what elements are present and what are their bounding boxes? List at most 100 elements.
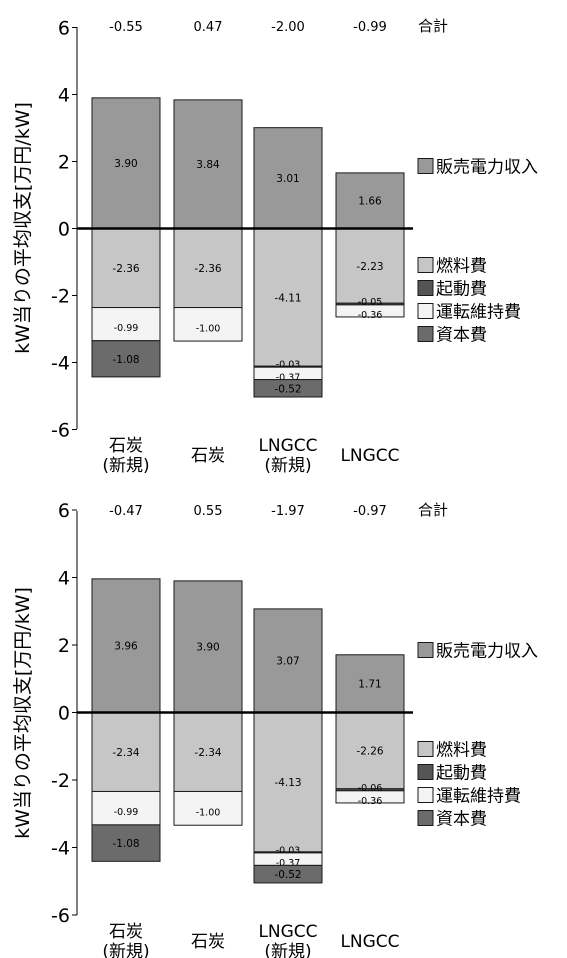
total-value-label: -1.97 [271, 504, 305, 519]
category-label: 石炭 [109, 436, 143, 456]
legend-swatch [417, 741, 434, 757]
legend-label: 燃料費 [436, 257, 487, 277]
bar-segment [253, 608, 323, 714]
chart-panel-bottom: 6 4 2 0 -2 -4 -6 kW当りの平均収支[万円/kW] 3.96 -2.34 -0.99… [12, 500, 538, 958]
category-label: LNGCC [340, 446, 399, 466]
bar-value-label: -1.00 [196, 807, 221, 818]
category-label: 石炭 [191, 932, 225, 952]
legend-swatch [417, 303, 434, 319]
bar-value-label: 3.07 [276, 656, 299, 668]
total-value-label: 0.47 [194, 20, 223, 35]
total-header-label: 合計 [418, 501, 448, 519]
bar-segment [91, 578, 161, 713]
bar-value-label: -4.13 [274, 777, 301, 789]
bar-value-label: -1.08 [112, 838, 139, 850]
y-tick-label: 6 [58, 500, 70, 522]
category-sublabel: (新規) [264, 942, 311, 958]
y-tick-label: 2 [58, 635, 70, 657]
bar-segment [335, 654, 405, 713]
y-axis-title: kW当りの平均収支[万円/kW] [12, 102, 34, 354]
bar-value-label: -2.36 [112, 263, 139, 275]
bar-segment [91, 340, 161, 378]
bar-segment [91, 790, 161, 826]
category-label: LNGCC [340, 932, 399, 952]
bar-value-label: -0.36 [358, 796, 383, 807]
bar-segment [173, 712, 243, 792]
y-tick-label: 4 [58, 568, 70, 590]
category-label: LNGCC [258, 922, 317, 942]
total-value-label: -0.97 [353, 504, 387, 519]
y-tick-label: 4 [58, 85, 70, 107]
bar-segment [253, 712, 323, 853]
legend-label: 資本費 [436, 810, 487, 830]
y-tick-label: 6 [58, 18, 70, 40]
bar-value-label: -4.11 [274, 292, 301, 304]
bar-segment [173, 580, 243, 713]
legend-swatch [417, 810, 434, 826]
y-tick-label: 2 [58, 152, 70, 174]
bar-value-label: 1.66 [358, 196, 382, 208]
bar-segment [173, 790, 243, 826]
bar-value-label: -0.06 [358, 783, 383, 794]
bar-segment [91, 307, 161, 342]
category-sublabel: (新規) [102, 942, 149, 958]
bar-value-label: -0.05 [358, 297, 383, 308]
legend-swatch [417, 280, 434, 296]
total-header-label: 合計 [418, 17, 448, 35]
bar-value-label: -1.08 [112, 354, 139, 366]
bar-value-label: -0.36 [358, 310, 383, 321]
chart-panel-top: 6 4 2 0 -2 -4 -6 kW当りの平均収支[万円/kW] 3.90 -2.36 -0.99… [12, 17, 538, 476]
total-value-label: -2.00 [271, 20, 305, 35]
legend-label: 運転維持費 [436, 303, 521, 323]
bar-value-label: 3.96 [114, 641, 138, 653]
bar-segment [91, 228, 161, 309]
y-tick-label: -4 [51, 353, 70, 375]
legend-label: 資本費 [436, 326, 487, 346]
bar-value-label: -0.99 [114, 323, 139, 334]
bar-value-label: -2.36 [194, 263, 221, 275]
bar-value-label: 1.71 [358, 679, 381, 691]
bar-value-label: -0.52 [274, 869, 301, 881]
y-tick-label: -4 [51, 838, 70, 860]
bar-value-label: 3.84 [196, 159, 220, 171]
legend-swatch [417, 257, 434, 273]
legend-swatch [417, 787, 434, 803]
legend-label: 起動費 [436, 280, 487, 300]
bar-segment [253, 379, 323, 398]
bar-value-label: -0.37 [276, 858, 301, 869]
bar-segment [173, 307, 243, 342]
bar-segment [253, 127, 323, 229]
y-tick-label: -6 [51, 420, 70, 442]
y-axis-title: kW当りの平均収支[万円/kW] [12, 587, 34, 839]
bar-value-label: 3.01 [276, 173, 299, 185]
legend-swatch [417, 764, 434, 780]
bar-segment [335, 228, 405, 304]
legend-label: 起動費 [436, 764, 487, 784]
y-tick-label: 0 [58, 703, 70, 725]
bar-segment [335, 304, 405, 318]
y-tick-label: -6 [51, 905, 70, 927]
y-tick-label: -2 [51, 286, 70, 308]
legend-label: 販売電力収入 [436, 642, 538, 662]
bar-value-label: -2.26 [356, 746, 383, 758]
bar-value-label: -0.52 [274, 383, 301, 395]
bar-segment [91, 712, 161, 792]
bar-value-label: -2.23 [356, 261, 383, 273]
category-label: 石炭 [109, 922, 143, 942]
legend-swatch [417, 642, 434, 658]
y-tick-label: -2 [51, 770, 70, 792]
bar-value-label: -2.34 [194, 747, 221, 759]
category-sublabel: (新規) [264, 456, 311, 476]
total-value-label: -0.99 [353, 20, 387, 35]
bar-value-label: 3.90 [196, 642, 219, 654]
bar-value-label: -0.03 [276, 360, 301, 371]
bar-segment [91, 824, 161, 862]
bar-value-label: -0.99 [114, 807, 139, 818]
bar-segment [335, 790, 405, 804]
bar-segment [173, 99, 243, 229]
legend-label: 燃料費 [436, 741, 487, 761]
category-sublabel: (新規) [102, 456, 149, 476]
total-value-label: -0.47 [109, 504, 143, 519]
bar-value-label: -1.00 [196, 323, 221, 334]
